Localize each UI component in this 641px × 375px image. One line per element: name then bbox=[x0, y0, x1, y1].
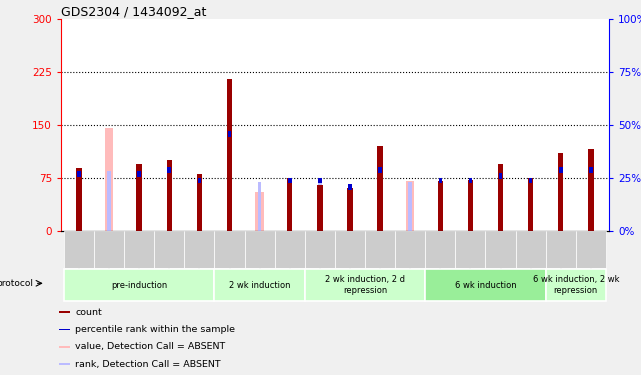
Text: 6 wk induction, 2 wk
repression: 6 wk induction, 2 wk repression bbox=[533, 275, 619, 295]
Bar bbox=[59, 346, 70, 348]
Bar bbox=[124, 231, 154, 268]
Bar bbox=[468, 180, 473, 231]
Text: 2 wk induction: 2 wk induction bbox=[229, 280, 290, 290]
Bar bbox=[395, 231, 425, 268]
Bar bbox=[347, 188, 353, 231]
Bar bbox=[365, 231, 395, 268]
Bar bbox=[499, 173, 503, 179]
Text: 2 wk induction, 2 d
repression: 2 wk induction, 2 d repression bbox=[325, 275, 405, 295]
Bar bbox=[455, 231, 485, 268]
Bar bbox=[215, 231, 245, 268]
Bar bbox=[64, 269, 215, 301]
Bar bbox=[76, 168, 81, 231]
Text: protocol: protocol bbox=[0, 279, 33, 288]
Bar bbox=[215, 269, 305, 301]
Text: pre-induction: pre-induction bbox=[111, 280, 167, 290]
Bar bbox=[589, 167, 593, 173]
Bar bbox=[425, 231, 455, 268]
Bar bbox=[408, 182, 412, 231]
Bar bbox=[185, 231, 215, 268]
Bar bbox=[469, 178, 472, 231]
Bar bbox=[498, 164, 503, 231]
Bar bbox=[438, 178, 442, 183]
Bar bbox=[529, 178, 533, 183]
Bar bbox=[197, 178, 201, 231]
Bar bbox=[348, 184, 352, 190]
Bar bbox=[59, 328, 70, 330]
Bar bbox=[558, 153, 563, 231]
Bar bbox=[559, 167, 563, 173]
Text: GDS2304 / 1434092_at: GDS2304 / 1434092_at bbox=[61, 4, 206, 18]
Bar bbox=[105, 128, 113, 231]
Bar bbox=[275, 231, 305, 268]
Bar bbox=[545, 231, 576, 268]
Text: value, Detection Call = ABSENT: value, Detection Call = ABSENT bbox=[76, 342, 226, 351]
Bar bbox=[167, 160, 172, 231]
Text: percentile rank within the sample: percentile rank within the sample bbox=[76, 325, 235, 334]
Bar bbox=[318, 178, 322, 231]
Bar bbox=[425, 269, 545, 301]
Bar bbox=[59, 363, 70, 365]
Bar bbox=[167, 167, 171, 173]
Bar bbox=[59, 311, 70, 313]
Bar bbox=[318, 178, 322, 183]
Bar bbox=[287, 178, 292, 231]
Bar bbox=[378, 146, 383, 231]
Bar bbox=[245, 231, 275, 268]
Bar bbox=[378, 167, 382, 173]
Bar bbox=[94, 231, 124, 268]
Bar bbox=[305, 231, 335, 268]
Bar bbox=[197, 174, 202, 231]
Bar bbox=[255, 192, 264, 231]
Bar bbox=[77, 171, 81, 177]
Bar bbox=[317, 185, 322, 231]
Bar bbox=[305, 269, 425, 301]
Bar bbox=[288, 178, 292, 183]
Bar bbox=[228, 131, 231, 137]
Bar bbox=[335, 231, 365, 268]
Bar bbox=[137, 164, 142, 231]
Bar bbox=[197, 178, 201, 183]
Bar bbox=[469, 178, 472, 183]
Bar bbox=[576, 231, 606, 268]
Text: count: count bbox=[76, 308, 102, 316]
Bar bbox=[588, 149, 594, 231]
Bar bbox=[107, 171, 111, 231]
Text: 6 wk induction: 6 wk induction bbox=[454, 280, 516, 290]
Bar bbox=[485, 231, 515, 268]
Bar bbox=[258, 182, 262, 231]
Bar bbox=[406, 181, 415, 231]
Bar bbox=[137, 171, 141, 177]
Text: rank, Detection Call = ABSENT: rank, Detection Call = ABSENT bbox=[76, 360, 221, 369]
Bar bbox=[528, 178, 533, 231]
Bar bbox=[227, 79, 232, 231]
Bar bbox=[64, 231, 94, 268]
Bar bbox=[154, 231, 185, 268]
Bar bbox=[438, 181, 443, 231]
Bar bbox=[545, 269, 606, 301]
Bar bbox=[515, 231, 545, 268]
